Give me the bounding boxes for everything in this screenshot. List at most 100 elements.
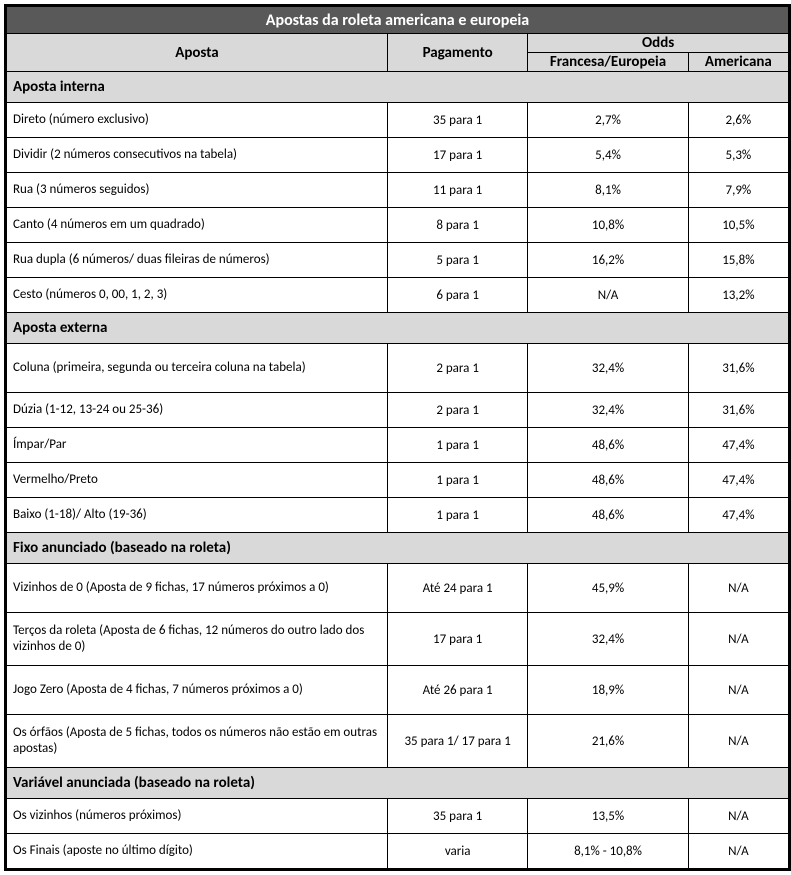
bet-odds-am: 10,5% [688,208,788,243]
bet-payout: Até 26 para 1 [387,666,527,715]
bet-odds-am: N/A [688,613,788,666]
title-row: Apostas da roleta americana e europeia [7,7,789,34]
section-header: Aposta externa [7,313,789,344]
bet-odds-eu: 32,4% [528,613,688,666]
bet-odds-am: 5,3% [688,138,788,173]
bet-odds-eu: 21,6% [528,715,688,768]
hdr-americana: Americana [688,53,788,72]
hdr-aposta: Aposta [7,34,388,72]
table-row: Os vizinhos (números próximos)35 para 11… [7,799,789,834]
bet-odds-am: N/A [688,666,788,715]
bet-odds-am: 47,4% [688,498,788,533]
bet-payout: 5 para 1 [387,243,527,278]
bet-odds-am: N/A [688,799,788,834]
section-header: Fixo anunciado (baseado na roleta) [7,533,789,564]
roulette-bets-table: Apostas da roleta americana e europeiaAp… [4,4,791,871]
bet-odds-eu: 32,4% [528,393,688,428]
section-header: Variável anunciada (baseado na roleta) [7,768,789,799]
table-row: Dúzia (1-12, 13-24 ou 25-36)2 para 132,4… [7,393,789,428]
bet-odds-eu: 48,6% [528,428,688,463]
bet-payout: 1 para 1 [387,498,527,533]
table-row: Os órfãos (Aposta de 5 fichas, todos os … [7,715,789,768]
bet-name: Direto (número exclusivo) [7,103,388,138]
bet-odds-eu: 45,9% [528,564,688,613]
bet-payout: 17 para 1 [387,138,527,173]
bet-name: Vizinhos de 0 (Aposta de 9 fichas, 17 nú… [7,564,388,613]
bet-payout: 2 para 1 [387,344,527,393]
bet-name: Os Finais (aposte no último dígito) [7,834,388,869]
bet-odds-eu: 48,6% [528,498,688,533]
bet-payout: 35 para 1 [387,103,527,138]
bet-payout: 8 para 1 [387,208,527,243]
bet-payout: 1 para 1 [387,428,527,463]
bet-name: Coluna (primeira, segunda ou terceira co… [7,344,388,393]
bet-name: Vermelho/Preto [7,463,388,498]
table-row: Rua (3 números seguidos)11 para 18,1%7,9… [7,173,789,208]
section-name: Aposta interna [7,72,789,103]
bet-payout: varia [387,834,527,869]
bet-payout: 6 para 1 [387,278,527,313]
header-row-1: ApostaPagamentoOdds [7,34,789,53]
table-row: Rua dupla (6 números/ duas fileiras de n… [7,243,789,278]
bet-odds-am: 31,6% [688,344,788,393]
table-row: Os Finais (aposte no último dígito)varia… [7,834,789,869]
table-row: Terços da roleta (Aposta de 6 fichas, 12… [7,613,789,666]
bet-name: Dividir (2 números consecutivos na tabel… [7,138,388,173]
hdr-europeu: Francesa/Europeia [528,53,688,72]
table-row: Direto (número exclusivo)35 para 12,7%2,… [7,103,789,138]
bet-payout: 17 para 1 [387,613,527,666]
bet-odds-am: N/A [688,715,788,768]
bet-name: Terços da roleta (Aposta de 6 fichas, 12… [7,613,388,666]
bet-odds-am: 47,4% [688,463,788,498]
table-row: Canto (4 números em um quadrado)8 para 1… [7,208,789,243]
bet-name: Canto (4 números em um quadrado) [7,208,388,243]
table-row: Vermelho/Preto1 para 148,6%47,4% [7,463,789,498]
section-name: Aposta externa [7,313,789,344]
table-row: Cesto (números 0, 00, 1, 2, 3)6 para 1N/… [7,278,789,313]
bet-name: Baixo (1-18)/ Alto (19-36) [7,498,388,533]
bet-payout: Até 24 para 1 [387,564,527,613]
bet-odds-am: 2,6% [688,103,788,138]
bet-odds-eu: 2,7% [528,103,688,138]
bet-payout: 35 para 1/ 17 para 1 [387,715,527,768]
bet-odds-am: 31,6% [688,393,788,428]
bet-name: Cesto (números 0, 00, 1, 2, 3) [7,278,388,313]
bet-payout: 11 para 1 [387,173,527,208]
bet-odds-eu: 8,1% - 10,8% [528,834,688,869]
bet-payout: 2 para 1 [387,393,527,428]
table-title: Apostas da roleta americana e europeia [7,7,789,34]
hdr-pagamento: Pagamento [387,34,527,72]
table-row: Ímpar/Par1 para 148,6%47,4% [7,428,789,463]
table-row: Dividir (2 números consecutivos na tabel… [7,138,789,173]
bet-name: Jogo Zero (Aposta de 4 fichas, 7 números… [7,666,388,715]
section-name: Variável anunciada (baseado na roleta) [7,768,789,799]
table-row: Vizinhos de 0 (Aposta de 9 fichas, 17 nú… [7,564,789,613]
bet-odds-eu: 10,8% [528,208,688,243]
bet-name: Rua (3 números seguidos) [7,173,388,208]
table-row: Baixo (1-18)/ Alto (19-36)1 para 148,6%4… [7,498,789,533]
bet-odds-am: 13,2% [688,278,788,313]
bet-odds-am: N/A [688,564,788,613]
hdr-odds: Odds [528,34,789,53]
bet-payout: 1 para 1 [387,463,527,498]
bet-odds-eu: 48,6% [528,463,688,498]
bet-odds-eu: 5,4% [528,138,688,173]
bet-name: Os vizinhos (números próximos) [7,799,388,834]
bet-odds-am: 15,8% [688,243,788,278]
bet-name: Rua dupla (6 números/ duas fileiras de n… [7,243,388,278]
bet-odds-eu: 8,1% [528,173,688,208]
bet-name: Dúzia (1-12, 13-24 ou 25-36) [7,393,388,428]
bet-odds-eu: N/A [528,278,688,313]
bet-name: Os órfãos (Aposta de 5 fichas, todos os … [7,715,388,768]
section-name: Fixo anunciado (baseado na roleta) [7,533,789,564]
bet-odds-am: 47,4% [688,428,788,463]
table-row: Coluna (primeira, segunda ou terceira co… [7,344,789,393]
bet-odds-eu: 16,2% [528,243,688,278]
bet-odds-eu: 18,9% [528,666,688,715]
bet-payout: 35 para 1 [387,799,527,834]
bet-odds-eu: 13,5% [528,799,688,834]
bets-table: Apostas da roleta americana e europeiaAp… [6,6,789,869]
bet-odds-am: N/A [688,834,788,869]
bet-odds-eu: 32,4% [528,344,688,393]
bet-name: Ímpar/Par [7,428,388,463]
